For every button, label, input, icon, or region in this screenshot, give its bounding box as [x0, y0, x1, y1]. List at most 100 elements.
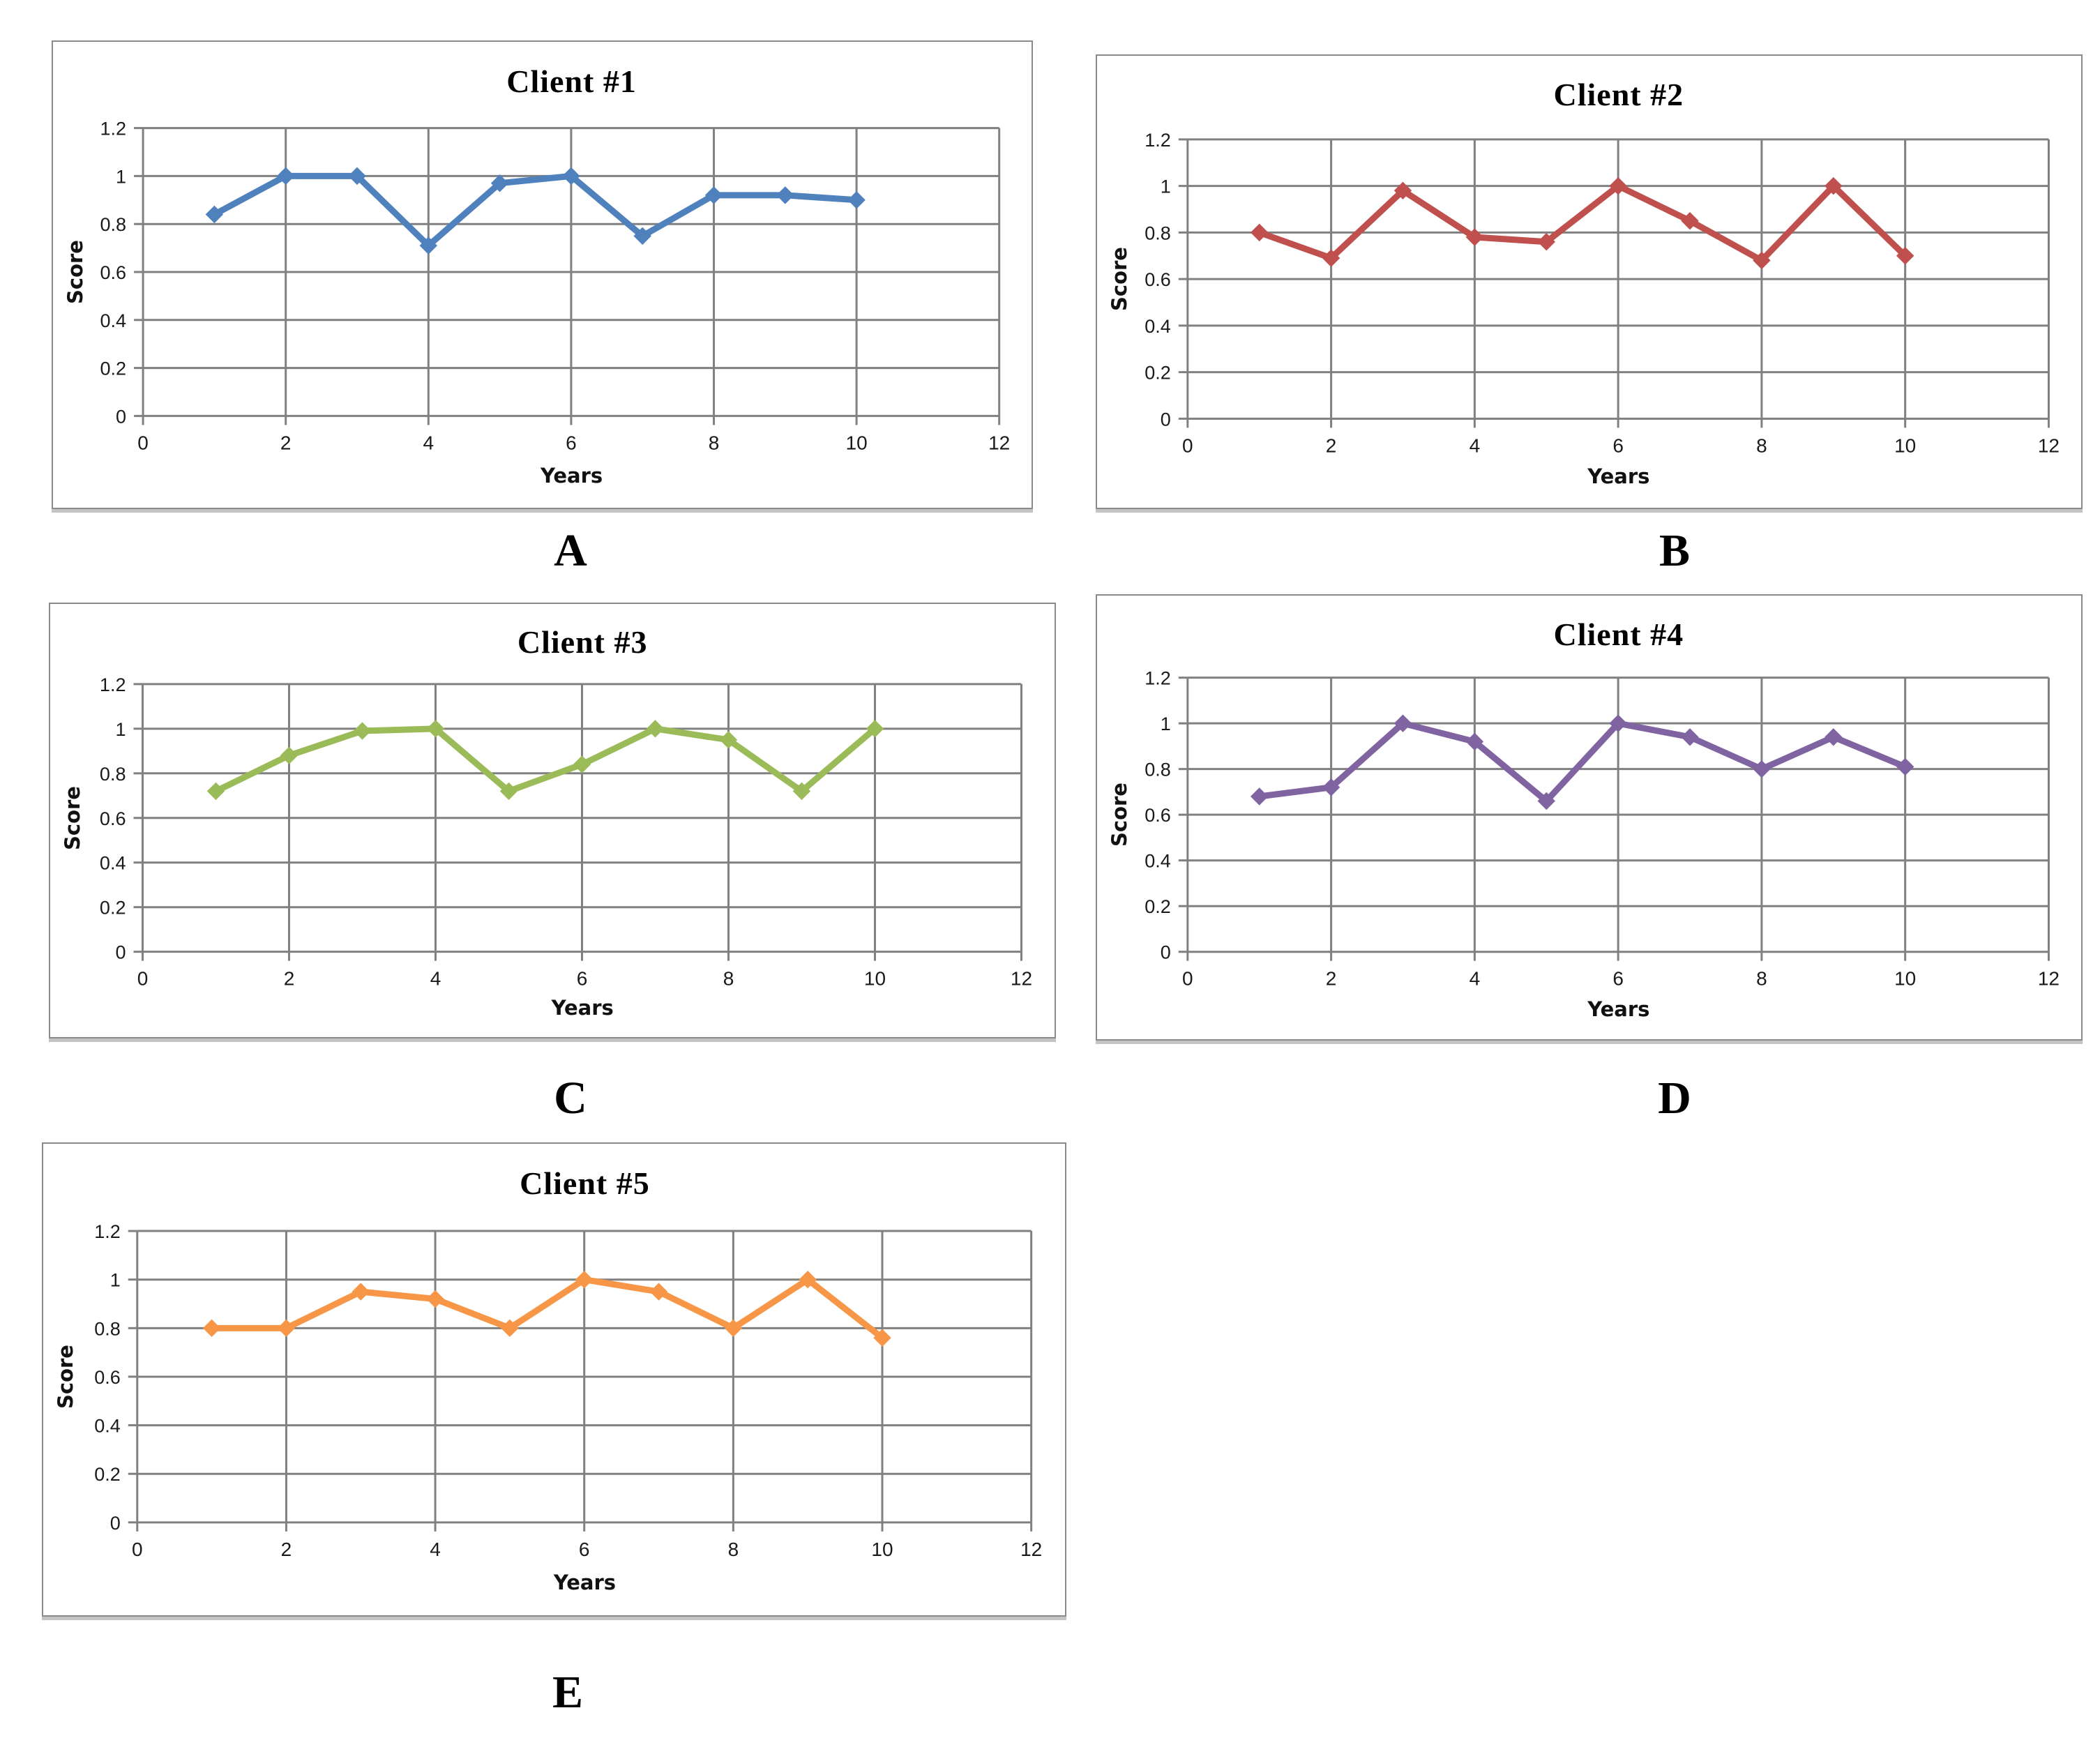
data-point-marker — [1250, 223, 1269, 242]
series-line — [1256, 183, 1909, 264]
data-point-marker — [353, 722, 372, 740]
svg-text:8: 8 — [1756, 968, 1767, 990]
data-point-marker — [205, 205, 224, 224]
data-point-marker — [1537, 792, 1555, 810]
x-axis-label: Years — [551, 996, 614, 1020]
data-point-marker — [649, 1283, 668, 1301]
data-point-marker — [202, 1319, 221, 1338]
data-point-marker — [1609, 176, 1627, 195]
data-point-marker — [352, 1283, 370, 1301]
data-point-marker — [490, 174, 509, 192]
y-axis-label: Score — [1108, 783, 1131, 847]
svg-text:6: 6 — [577, 968, 588, 990]
data-point-marker — [1393, 714, 1412, 732]
svg-text:1: 1 — [1161, 713, 1171, 734]
data-point-marker — [1825, 728, 1843, 746]
svg-text:8: 8 — [1756, 434, 1767, 456]
svg-text:1.2: 1.2 — [1145, 668, 1171, 689]
data-point-marker — [280, 746, 299, 764]
svg-text:0: 0 — [1182, 434, 1193, 456]
svg-text:0.6: 0.6 — [100, 808, 126, 829]
svg-text:0.2: 0.2 — [1145, 363, 1171, 384]
data-point-marker — [776, 186, 794, 204]
svg-text:0: 0 — [132, 1539, 143, 1560]
data-point-marker — [575, 1270, 594, 1289]
data-point-marker — [426, 720, 445, 738]
svg-text:4: 4 — [430, 968, 441, 990]
svg-text:4: 4 — [1470, 434, 1481, 456]
data-point-marker — [1465, 732, 1484, 751]
series-line — [211, 172, 860, 249]
data-point-marker — [792, 782, 811, 801]
svg-text:0: 0 — [137, 968, 149, 990]
svg-text:1: 1 — [116, 166, 126, 187]
svg-text:0.6: 0.6 — [1145, 805, 1171, 826]
line-chart-client-4-plot: 0 0.2 0.4 0.6 0.8 1 1.2 0 2 4 6 8 10 12 — [1145, 668, 2060, 990]
y-axis-label: Score — [54, 1344, 77, 1409]
svg-text:2: 2 — [1326, 968, 1337, 990]
svg-text:0.2: 0.2 — [1145, 896, 1171, 917]
svg-text:8: 8 — [728, 1539, 739, 1560]
svg-text:0: 0 — [1182, 968, 1193, 990]
x-axis-label: Years — [553, 1570, 617, 1594]
chart-title: Client #4 — [1553, 616, 1684, 652]
chart-client-4: 0 0.2 0.4 0.6 0.8 1 1.2 0 2 4 6 8 10 12 Client #4 Sco… — [1096, 594, 2083, 1041]
data-point-marker — [426, 1290, 444, 1308]
data-point-marker — [501, 1319, 519, 1338]
chart-title: Client #2 — [1553, 77, 1684, 113]
svg-text:8: 8 — [709, 432, 720, 453]
data-point-marker — [419, 236, 437, 255]
svg-text:0.6: 0.6 — [100, 262, 127, 283]
data-point-marker — [873, 1329, 891, 1347]
svg-text:12: 12 — [988, 432, 1010, 453]
plot-area: 0 0.2 0.4 0.6 0.8 1 1.2 0 2 4 6 8 10 12 — [94, 1221, 1042, 1560]
chart-client-2: 0 0.2 0.4 0.6 0.8 1 1.2 0 2 4 6 8 10 12 Client #2 Sco… — [1096, 54, 2083, 509]
data-point-marker — [704, 186, 723, 204]
svg-text:12: 12 — [2038, 434, 2060, 456]
svg-text:10: 10 — [846, 432, 868, 453]
svg-text:1: 1 — [1161, 176, 1171, 197]
svg-text:2: 2 — [1326, 434, 1337, 456]
svg-text:6: 6 — [579, 1539, 590, 1560]
x-axis-label: Years — [1587, 997, 1650, 1021]
panel-label-d: D — [1658, 1073, 1691, 1124]
chart-title: Client #1 — [506, 63, 637, 100]
line-chart-client-2-plot: 0 0.2 0.4 0.6 0.8 1 1.2 0 2 4 6 8 10 12 — [1145, 130, 2060, 456]
line-chart-client-3-plot: 0 0.2 0.4 0.6 0.8 1 1.2 0 2 4 6 8 10 12 — [100, 674, 1032, 990]
svg-text:1.2: 1.2 — [100, 674, 126, 695]
svg-text:1.2: 1.2 — [100, 119, 127, 139]
data-point-marker — [1753, 760, 1771, 778]
svg-text:0: 0 — [1161, 409, 1171, 430]
data-point-marker — [1393, 181, 1412, 200]
svg-text:0.8: 0.8 — [94, 1318, 121, 1339]
data-point-marker — [206, 782, 225, 801]
chart-title: Client #3 — [517, 624, 648, 660]
svg-text:2: 2 — [280, 432, 292, 453]
y-axis-label: Score — [63, 239, 87, 304]
data-point-marker — [1609, 714, 1627, 732]
data-point-marker — [1537, 233, 1555, 251]
svg-text:6: 6 — [1612, 968, 1624, 990]
svg-text:6: 6 — [566, 432, 577, 453]
line-chart-client-1-plot: 0 0.2 0.4 0.6 0.8 1 1.2 0 2 4 6 8 10 12 — [100, 119, 1011, 454]
svg-text:0.8: 0.8 — [1145, 222, 1171, 243]
data-point-marker — [719, 731, 738, 749]
data-point-marker — [1896, 247, 1914, 265]
y-axis-label: Score — [61, 785, 84, 850]
svg-text:0.8: 0.8 — [1145, 760, 1171, 780]
data-point-marker — [1465, 228, 1484, 246]
data-point-marker — [1681, 211, 1699, 230]
svg-text:0: 0 — [110, 1513, 121, 1534]
svg-text:0.4: 0.4 — [94, 1416, 121, 1437]
line-chart-client-5-plot: 0 0.2 0.4 0.6 0.8 1 1.2 0 2 4 6 8 10 12 — [94, 1221, 1042, 1560]
svg-text:4: 4 — [1470, 968, 1481, 990]
svg-text:12: 12 — [2038, 968, 2060, 990]
data-point-marker — [633, 227, 651, 245]
svg-text:0.4: 0.4 — [1145, 316, 1171, 337]
series-line — [212, 725, 878, 794]
svg-text:0.2: 0.2 — [94, 1464, 121, 1485]
data-point-marker — [348, 167, 366, 186]
data-point-marker — [1825, 176, 1843, 195]
data-point-marker — [1322, 778, 1340, 796]
